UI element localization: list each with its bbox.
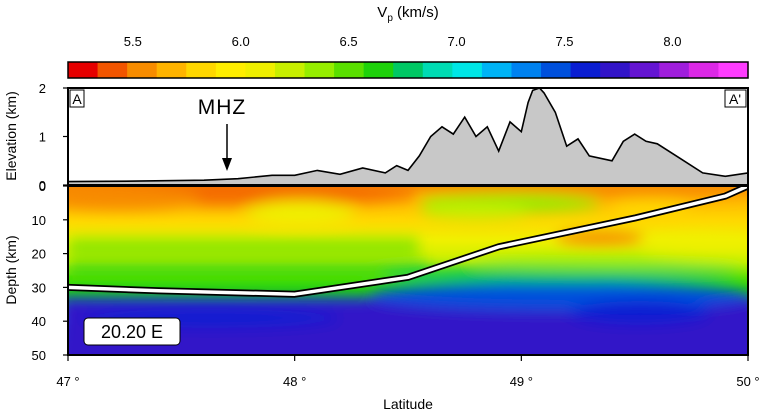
colorbar-title: Vp (km/s) (377, 4, 438, 24)
inset-label: 20.20 E (101, 322, 163, 342)
colorbar-swatch (97, 62, 128, 78)
colorbar-tick-label: 7.5 (555, 34, 573, 49)
colorbar-swatch (363, 62, 394, 78)
colorbar-swatch (334, 62, 365, 78)
colorbar-swatch (215, 62, 246, 78)
depth-tick-label: 10 (32, 213, 46, 228)
depth-tick-label: 40 (32, 314, 46, 329)
colorbar-swatch (629, 62, 660, 78)
depth-tick-label: 50 (32, 348, 46, 363)
colorbar-swatch (511, 62, 542, 78)
depth-tick-label: 20 (32, 247, 46, 262)
topography-profile (67, 87, 749, 186)
mhz-label: MHZ (198, 96, 247, 119)
latitude-tick-label: 50 ° (736, 374, 759, 389)
colorbar-frame (67, 61, 749, 79)
colorbar-swatch (452, 62, 483, 78)
colorbar-swatch (68, 62, 99, 78)
colorbar-swatch (570, 62, 601, 78)
colorbar (68, 62, 749, 78)
latitude-tick-label: 48 ° (283, 374, 306, 389)
label-a-prime: A' (729, 91, 741, 107)
moho-line (68, 186, 748, 296)
depth-tick-label: 30 (32, 280, 46, 295)
colorbar-swatch (245, 62, 276, 78)
label-a-box: A (69, 89, 85, 108)
colorbar-swatch (659, 62, 690, 78)
colorbar-tick-labels: 5.5 6.0 6.5 7.0 7.5 8.0 (124, 34, 682, 49)
colorbar-swatch (274, 62, 306, 78)
colorbar-tick-label: 7.0 (448, 34, 466, 49)
x-axis-title: Latitude (383, 396, 433, 412)
elevation-axis-title: Elevation (km) (3, 91, 19, 180)
depth-ticks: 0 10 20 30 40 50 (32, 179, 68, 363)
colorbar-tick-label: 6.5 (340, 34, 358, 49)
latitude-tick-label: 49 ° (510, 374, 533, 389)
elevation-tick-label: 2 (39, 81, 46, 96)
colorbar-swatch (127, 62, 158, 78)
colorbar-swatch (718, 62, 749, 78)
depth-panel: 20.20 E 0 10 20 30 40 50 47 ° 48 ° 49 ° 50 ° Dep… (3, 179, 760, 412)
colorbar-swatch (156, 62, 187, 78)
elevation-ticks: 2 1 0 (39, 81, 68, 193)
label-a: A (72, 91, 82, 107)
colorbar-swatch (688, 62, 720, 78)
elevation-panel: A A' MHZ 2 1 0 Elevation (km) (3, 81, 749, 193)
latitude-ticks: 47 ° 48 ° 49 ° 50 ° (56, 355, 760, 389)
colorbar-swatch (541, 62, 572, 78)
elevation-tick-label: 1 (39, 130, 46, 145)
colorbar-tick-label: 8.0 (663, 34, 681, 49)
colorbar-swatch (186, 62, 217, 78)
label-a-prime-box: A' (724, 89, 747, 108)
colorbar-swatch (304, 62, 335, 78)
colorbar-swatch (393, 62, 424, 78)
colorbar-swatch (481, 62, 513, 78)
depth-frame (67, 185, 749, 356)
colorbar-tick-label: 6.0 (232, 34, 250, 49)
colorbar-tick-label: 5.5 (124, 34, 142, 49)
colorbar-swatch (422, 62, 453, 78)
colorbar-swatch (600, 62, 631, 78)
elevation-tick-label: 0 (39, 178, 46, 193)
velocity-field (68, 186, 748, 355)
inset-label-box: 20.20 E (83, 317, 181, 346)
mhz-arrow (222, 124, 232, 171)
latitude-tick-label: 47 ° (56, 374, 79, 389)
depth-tick-label: 0 (39, 179, 46, 194)
depth-axis-title: Depth (km) (3, 235, 19, 304)
